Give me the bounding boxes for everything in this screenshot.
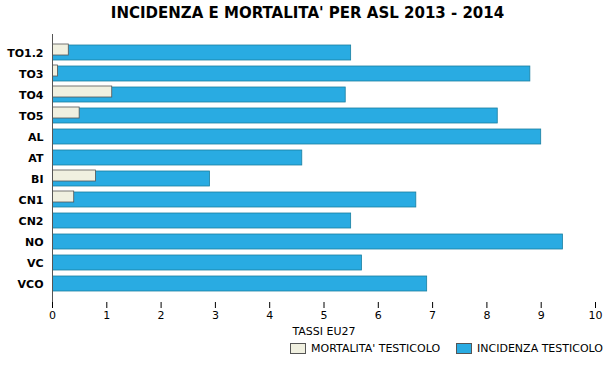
svg-text:TO5: TO5 xyxy=(19,110,44,123)
html-text:INCIDENZA TESTICOLO: INCIDENZA TESTICOLO xyxy=(477,342,603,355)
svg-text:8: 8 xyxy=(483,309,490,322)
svg-text:7: 7 xyxy=(429,309,436,322)
svg-text:1: 1 xyxy=(103,309,110,322)
html-text:INCIDENZA E MORTALITA' PER ASL: INCIDENZA E MORTALITA' PER ASL 2013 - 20… xyxy=(110,4,505,22)
svg-text:0: 0 xyxy=(49,309,56,322)
svg-text:3: 3 xyxy=(212,309,219,322)
svg-text:TASSI EU27: TASSI EU27 xyxy=(291,325,355,338)
svg-text:VC: VC xyxy=(27,257,44,270)
svg-text:5: 5 xyxy=(321,309,328,322)
html-text:MORTALITA' TESTICOLO: MORTALITA' TESTICOLO xyxy=(311,342,440,355)
svg-text:4: 4 xyxy=(266,309,273,322)
svg-text:2: 2 xyxy=(158,309,165,322)
svg-text:VCO: VCO xyxy=(18,278,44,291)
svg-text:TO3: TO3 xyxy=(19,68,44,81)
svg-text:CN2: CN2 xyxy=(19,215,44,228)
svg-text:BI: BI xyxy=(31,173,43,186)
svg-text:TO4: TO4 xyxy=(19,89,44,102)
svg-text:6: 6 xyxy=(375,309,382,322)
svg-text:CN1: CN1 xyxy=(19,194,44,207)
svg-text:NO: NO xyxy=(25,236,44,249)
svg-text:10: 10 xyxy=(589,309,603,322)
svg-text:9: 9 xyxy=(538,309,545,322)
svg-text:TO1.2: TO1.2 xyxy=(7,47,43,60)
svg-text:AT: AT xyxy=(28,152,44,165)
svg-text:AL: AL xyxy=(28,131,44,144)
